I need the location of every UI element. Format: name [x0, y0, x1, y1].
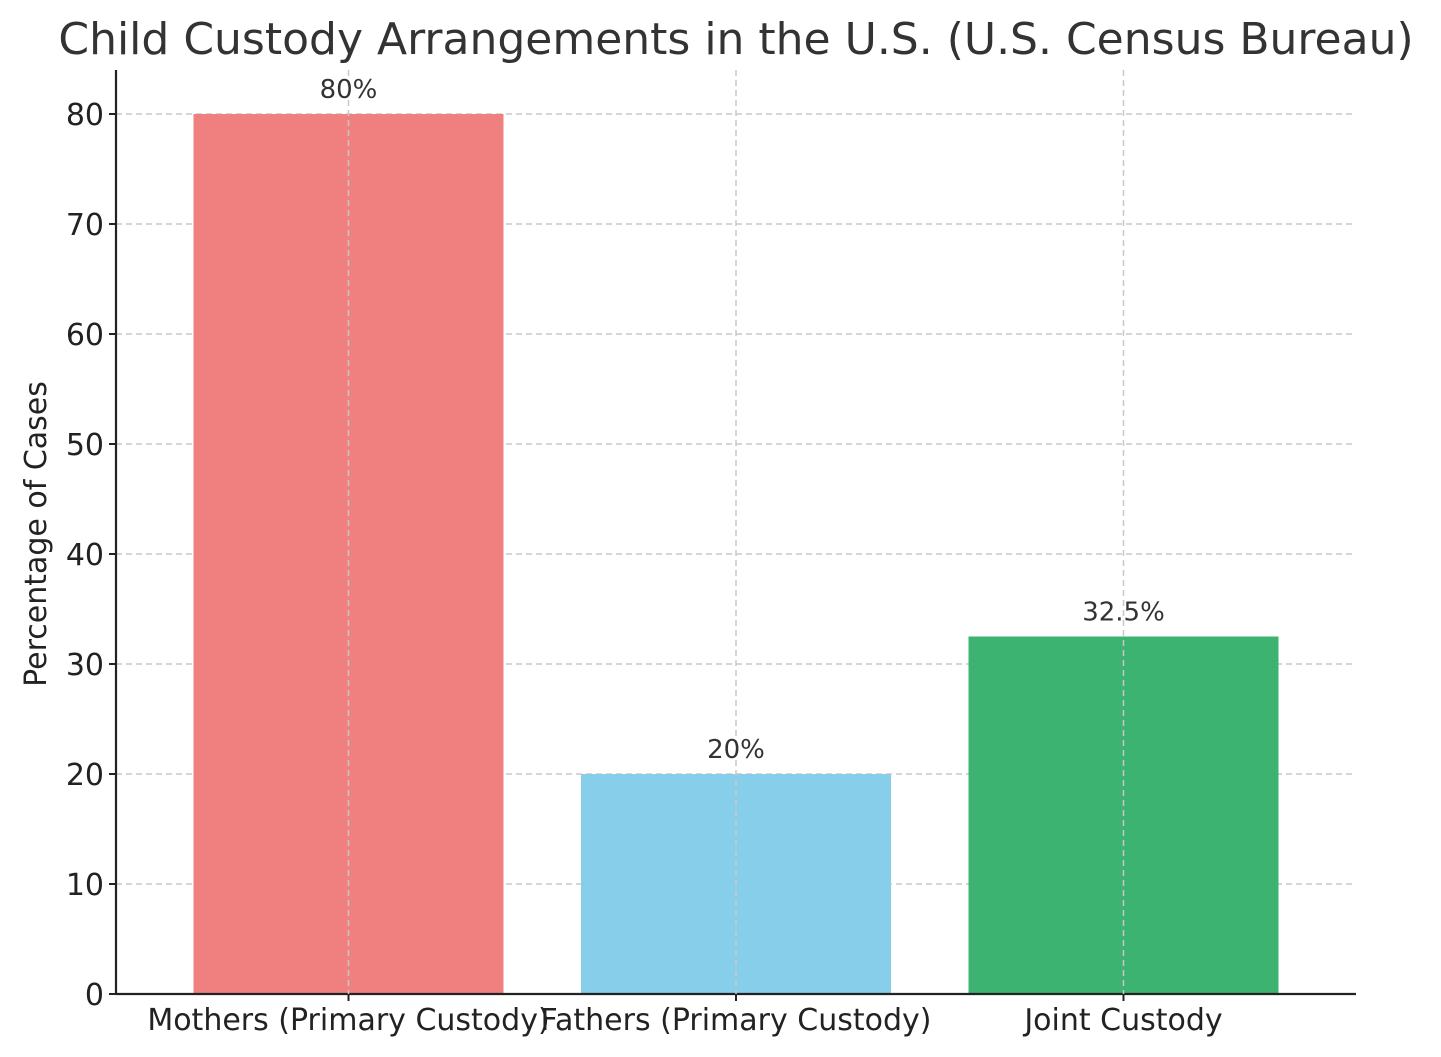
chart-title: Child Custody Arrangements in the U.S. (… — [58, 14, 1413, 65]
y-tick-label: 0 — [85, 978, 104, 1013]
y-tick-label: 60 — [66, 318, 104, 353]
y-tick-label: 80 — [66, 98, 104, 133]
y-tick-label: 70 — [66, 208, 104, 243]
x-tick-label: Joint Custody — [1022, 1003, 1222, 1038]
y-tick-label: 10 — [66, 868, 104, 903]
bar-value-label: 80% — [320, 75, 378, 105]
x-tick-label: Mothers (Primary Custody) — [147, 1003, 549, 1038]
labels: 80% 20% 32.5% — [320, 70, 1165, 994]
y-tick-label: 30 — [66, 648, 104, 683]
y-tick-label: 20 — [66, 758, 104, 793]
bar-value-label: 20% — [707, 735, 765, 765]
bar-value-label: 32.5% — [1082, 598, 1165, 628]
x-tick-label: Fathers (Primary Custody) — [541, 1003, 932, 1038]
y-tick-label: 50 — [66, 428, 104, 463]
y-tick-label: 40 — [66, 538, 104, 573]
axes: 0 10 20 30 40 50 60 70 80 Mothers (Primary Custod… — [66, 70, 1356, 1038]
y-axis-label: Percentage of Cases — [19, 381, 54, 687]
